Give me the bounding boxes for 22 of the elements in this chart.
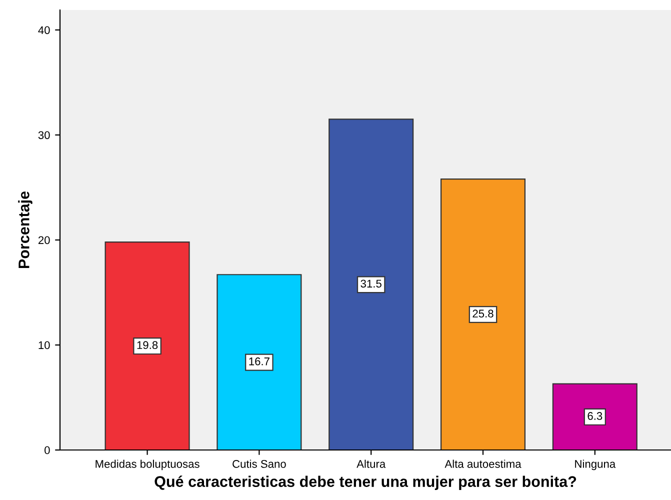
y-axis-title: Porcentaje xyxy=(18,191,32,268)
x-tick-label: Ninguna xyxy=(575,460,616,470)
bar xyxy=(440,178,526,450)
x-tick-label: Alta autoestima xyxy=(444,460,522,468)
bar xyxy=(216,274,302,450)
bar xyxy=(552,383,638,450)
x-tick-label: Cutis Sano xyxy=(232,460,286,468)
data-label: 25.8 xyxy=(472,310,494,318)
y-tick-label: 20 xyxy=(38,236,50,244)
bar xyxy=(104,242,190,450)
y-tick-label: 0 xyxy=(44,446,50,454)
y-tick-label: 10 xyxy=(38,341,50,350)
data-label: 19.8 xyxy=(137,341,158,350)
data-label: 6.3 xyxy=(588,412,602,420)
x-axis-title: Qué caracteristicas debe tener una mujer para ser bonita? xyxy=(154,476,576,490)
data-label: 31.5 xyxy=(360,280,382,288)
bar xyxy=(328,118,414,450)
y-tick-label: 40 xyxy=(38,26,50,34)
y-tick-label: 30 xyxy=(38,131,50,140)
data-label: 16.7 xyxy=(249,357,270,366)
x-tick-label: Medidas boluptuosas xyxy=(96,460,200,470)
x-tick-label: Altura xyxy=(356,460,386,468)
